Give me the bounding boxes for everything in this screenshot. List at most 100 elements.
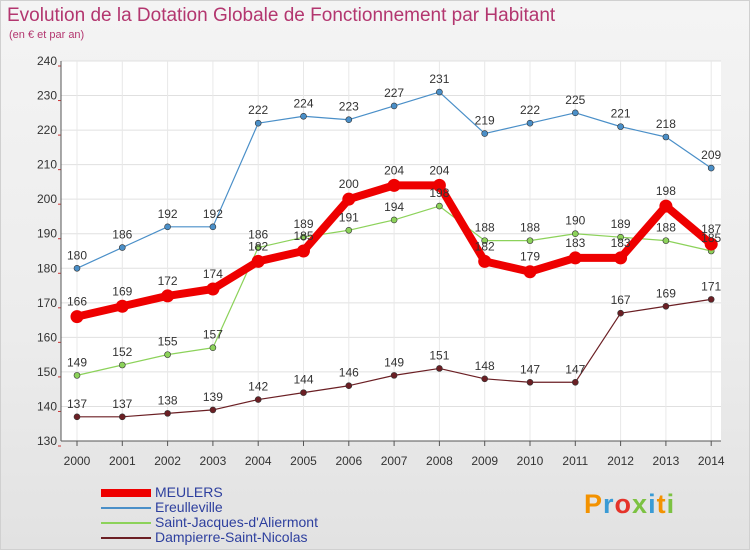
data-point-saint-jacques-d-aliermont [300, 233, 307, 241]
data-point-ereulleville [617, 123, 624, 130]
data-point-saint-jacques-d-aliermont [254, 244, 262, 251]
data-label-saint-jacques-d-aliermont: 188 [475, 221, 495, 235]
data-label-meulers: 200 [339, 177, 359, 191]
data-label-dampierre-saint-nicolas: 151 [429, 348, 449, 362]
data-label-ereulleville: 222 [520, 103, 540, 117]
data-label-dampierre-saint-nicolas: 169 [656, 286, 676, 300]
x-tick-label: 2011 [562, 454, 588, 468]
data-label-dampierre-saint-nicolas: 139 [203, 390, 223, 404]
legend-swatch [101, 522, 151, 524]
data-point-meulers [432, 178, 446, 192]
data-label-ereulleville: 192 [203, 207, 223, 221]
y-tick-label: 200 [37, 192, 57, 206]
data-label-ereulleville: 219 [475, 114, 495, 128]
data-point-dampierre-saint-nicolas [119, 413, 126, 421]
data-point-dampierre-saint-nicolas [209, 406, 217, 414]
data-label-meulers: 198 [656, 184, 676, 198]
data-label-meulers: 185 [293, 229, 313, 243]
data-point-ereulleville [119, 244, 126, 251]
data-label-meulers: 204 [384, 163, 404, 177]
legend-label: Ereulleville [155, 499, 223, 515]
data-point-meulers [478, 254, 492, 268]
y-tick-label: 240 [37, 54, 57, 68]
data-label-meulers: 166 [67, 295, 87, 309]
logo-letter: i [648, 489, 657, 519]
data-point-ereulleville [436, 88, 443, 96]
data-point-saint-jacques-d-aliermont [390, 216, 398, 224]
data-label-saint-jacques-d-aliermont: 188 [520, 221, 540, 235]
data-point-saint-jacques-d-aliermont [164, 351, 171, 358]
data-point-ereulleville [481, 130, 489, 137]
data-label-saint-jacques-d-aliermont: 198 [429, 186, 449, 200]
data-label-meulers: 169 [112, 284, 132, 298]
data-point-meulers [659, 199, 673, 213]
x-tick-label: 2013 [653, 454, 680, 468]
proxiti-logo: Proxiti [584, 489, 675, 520]
data-label-meulers: 172 [158, 274, 178, 288]
data-point-ereulleville [209, 223, 217, 231]
data-point-meulers [523, 265, 537, 279]
logo-letter: t [656, 489, 667, 519]
data-point-dampierre-saint-nicolas [662, 302, 670, 310]
data-label-ereulleville: 180 [67, 248, 87, 262]
data-label-meulers: 187 [701, 222, 721, 236]
data-label-meulers: 179 [520, 250, 540, 264]
data-point-ereulleville [73, 264, 81, 272]
data-point-dampierre-saint-nicolas [345, 382, 353, 390]
data-point-ereulleville [662, 133, 670, 141]
data-point-saint-jacques-d-aliermont [345, 226, 353, 234]
data-label-meulers: 174 [203, 267, 223, 281]
x-tick-label: 2005 [290, 454, 317, 468]
data-label-ereulleville: 227 [384, 86, 404, 100]
legend-swatch [101, 537, 151, 539]
data-point-meulers [568, 251, 582, 265]
data-point-saint-jacques-d-aliermont [73, 372, 81, 379]
chart-title: Evolution de la Dotation Globale de Fonc… [7, 5, 556, 26]
data-point-meulers [342, 192, 356, 206]
data-label-ereulleville: 222 [248, 103, 268, 117]
data-point-saint-jacques-d-aliermont [436, 202, 443, 210]
data-point-meulers [297, 244, 310, 258]
data-label-dampierre-saint-nicolas: 147 [520, 362, 540, 376]
data-label-saint-jacques-d-aliermont: 185 [701, 231, 721, 245]
chart-subtitle: (en € et par an) [9, 29, 85, 41]
data-label-ereulleville: 225 [565, 93, 585, 107]
data-label-ereulleville: 218 [656, 117, 676, 131]
data-point-meulers [115, 299, 129, 313]
data-point-ereulleville [526, 119, 534, 127]
x-tick-label: 2002 [154, 454, 181, 468]
data-point-dampierre-saint-nicolas [571, 378, 579, 386]
logo-letter: i [666, 489, 676, 519]
legend-swatch [101, 489, 151, 497]
x-tick-label: 2006 [335, 454, 362, 468]
data-label-saint-jacques-d-aliermont: 152 [112, 345, 132, 359]
data-label-saint-jacques-d-aliermont: 188 [656, 221, 676, 235]
axes: 130 140 150 160 170 180 190 200 210 220 230 240 2000… [37, 54, 725, 468]
y-tick-label: 180 [37, 261, 57, 275]
line-chart: 130 140 150 160 170 180 190 200 210 220 230 240 2000… [37, 54, 725, 468]
y-tick-label: 230 [37, 89, 57, 103]
data-point-dampierre-saint-nicolas [617, 309, 624, 317]
data-label-meulers: 183 [565, 236, 585, 250]
data-point-saint-jacques-d-aliermont [526, 237, 534, 244]
data-point-saint-jacques-d-aliermont [481, 237, 489, 244]
data-point-saint-jacques-d-aliermont [662, 237, 670, 244]
y-tick-label: 160 [37, 330, 57, 344]
data-point-meulers [206, 282, 220, 296]
y-tick-label: 130 [37, 434, 57, 448]
y-tick-label: 220 [37, 123, 57, 137]
data-label-saint-jacques-d-aliermont: 157 [203, 328, 223, 342]
data-point-saint-jacques-d-aliermont [209, 344, 217, 352]
x-tick-label: 2000 [64, 454, 91, 468]
x-tick-label: 2012 [607, 454, 634, 468]
data-point-meulers [251, 254, 265, 268]
x-tick-label: 2009 [471, 454, 498, 468]
data-label-dampierre-saint-nicolas: 146 [339, 366, 359, 380]
y-tick-label: 170 [37, 296, 57, 310]
y-tick-label: 140 [37, 399, 57, 413]
data-label-ereulleville: 221 [611, 107, 631, 121]
data-point-ereulleville [390, 102, 398, 110]
logo-letter: x [632, 489, 649, 519]
data-label-saint-jacques-d-aliermont: 191 [339, 210, 359, 224]
x-tick-label: 2003 [200, 454, 227, 468]
